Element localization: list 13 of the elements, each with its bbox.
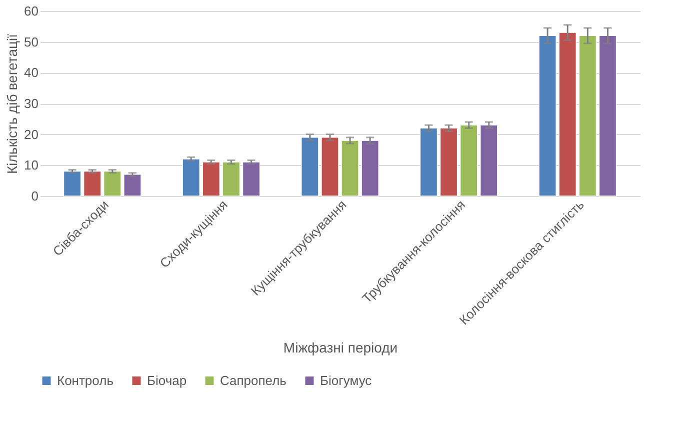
y-tick-label: 60 <box>24 4 38 18</box>
y-tick-label: 20 <box>24 126 38 142</box>
y-tick-label: 30 <box>24 96 38 111</box>
legend-label: Сапропель <box>220 372 287 388</box>
y-tick-label: 40 <box>24 65 38 80</box>
legend-label: Біочар <box>147 372 187 388</box>
y-tick-label: 0 <box>31 188 38 204</box>
x-axis-title: Міжфазні періоди <box>283 340 398 356</box>
y-axis-title: Кількість діб вегетації <box>4 34 20 174</box>
legend-label: Контроль <box>57 372 114 388</box>
legend-label: Біогумус <box>320 372 372 388</box>
y-tick-label: 50 <box>24 34 38 50</box>
y-tick-label: 10 <box>24 158 38 173</box>
